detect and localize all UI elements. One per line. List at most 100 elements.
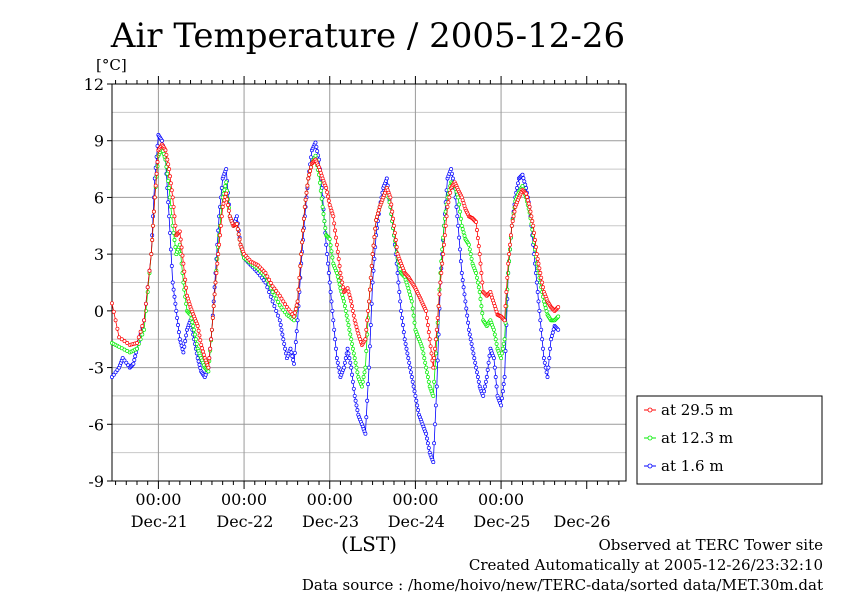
series-point xyxy=(342,365,346,370)
series-point xyxy=(166,178,171,183)
series-point xyxy=(408,370,413,375)
series-point xyxy=(279,296,284,301)
series-point xyxy=(487,353,492,358)
series-point xyxy=(529,214,534,219)
series-point xyxy=(506,261,511,266)
series-point xyxy=(314,144,319,149)
series-point xyxy=(350,308,355,313)
series-point xyxy=(447,195,452,200)
series-point xyxy=(338,271,343,275)
series-point xyxy=(360,379,365,384)
series-point xyxy=(372,256,377,261)
series-point xyxy=(210,315,215,320)
series-point xyxy=(345,286,350,291)
series-point xyxy=(289,350,294,355)
series-point xyxy=(457,202,462,207)
series-point xyxy=(536,299,541,304)
series-point xyxy=(334,346,338,351)
series-point xyxy=(165,171,170,176)
series-point xyxy=(367,299,371,304)
y-axis-ticks: -9 -6 -3 0 3 6 9 12 xyxy=(84,75,112,491)
series-point xyxy=(353,360,358,365)
series-point xyxy=(432,379,437,384)
series-point xyxy=(207,356,212,361)
series-point xyxy=(475,228,479,232)
series-point xyxy=(431,393,436,398)
series-point xyxy=(421,351,426,356)
series-point xyxy=(531,223,536,228)
series-point xyxy=(236,232,241,237)
series-point xyxy=(172,214,177,219)
series-point xyxy=(365,318,370,323)
series-point xyxy=(549,333,554,338)
series-point xyxy=(329,299,334,304)
series-point xyxy=(132,358,137,362)
y-tick-label: 3 xyxy=(94,245,104,264)
series-point xyxy=(348,360,353,365)
series-point xyxy=(425,370,429,375)
series-point xyxy=(364,327,369,332)
series-point xyxy=(556,327,561,332)
series-point xyxy=(173,223,178,228)
series-point xyxy=(302,204,307,209)
series-point xyxy=(119,337,124,342)
series-point xyxy=(477,252,482,257)
series-point xyxy=(458,259,463,264)
series-point xyxy=(235,227,240,232)
series-point xyxy=(332,221,337,226)
series-point xyxy=(268,294,273,299)
series-point xyxy=(406,356,411,361)
series-point xyxy=(172,294,177,299)
series-point xyxy=(528,209,533,214)
series-point xyxy=(510,219,515,224)
series-point xyxy=(213,280,218,285)
series-point xyxy=(461,230,466,235)
series-point xyxy=(539,327,544,332)
series-point xyxy=(401,330,406,335)
series-point xyxy=(370,252,375,257)
series-point xyxy=(404,346,409,351)
series-point xyxy=(426,330,431,335)
x-axis-ticks: 00:00 00:00 00:00 00:00 00:00 Dec-21 Dec-22 Dec… xyxy=(115,76,620,531)
series-point xyxy=(535,256,540,261)
series-point xyxy=(355,408,360,413)
series-point xyxy=(140,332,145,337)
series-point xyxy=(292,314,296,319)
series-point xyxy=(224,180,229,185)
series-point xyxy=(325,190,330,195)
series-point xyxy=(492,365,497,370)
series-point xyxy=(145,285,150,290)
series-point xyxy=(282,341,287,346)
series-point xyxy=(318,188,323,193)
series-point xyxy=(320,204,325,209)
series-point xyxy=(363,337,368,342)
legend-entry: at 29.5 m xyxy=(644,401,733,419)
series-point xyxy=(507,252,512,257)
series-point xyxy=(384,176,389,181)
series-point xyxy=(223,184,228,189)
series-point xyxy=(152,195,157,200)
legend-swatch-marker xyxy=(647,407,653,413)
series-point xyxy=(181,280,186,285)
series-point xyxy=(374,218,379,223)
series-point xyxy=(212,285,217,290)
series-point xyxy=(464,306,469,311)
series-point xyxy=(169,264,174,268)
series-point xyxy=(540,337,545,342)
series-point xyxy=(164,152,169,157)
series-point xyxy=(366,382,371,387)
series-point xyxy=(143,301,148,306)
series-point xyxy=(113,318,118,323)
series-point xyxy=(353,398,358,403)
series-point xyxy=(167,186,172,190)
series-point xyxy=(355,328,360,333)
x-day-label: Dec-22 xyxy=(216,512,273,531)
series-point xyxy=(219,214,224,219)
series-point xyxy=(542,302,547,307)
series-point xyxy=(456,223,461,228)
x-day-label: Dec-21 xyxy=(131,512,188,531)
series-point xyxy=(296,287,301,292)
series-point xyxy=(347,292,352,297)
series-point xyxy=(169,188,174,193)
series-point xyxy=(469,256,474,261)
